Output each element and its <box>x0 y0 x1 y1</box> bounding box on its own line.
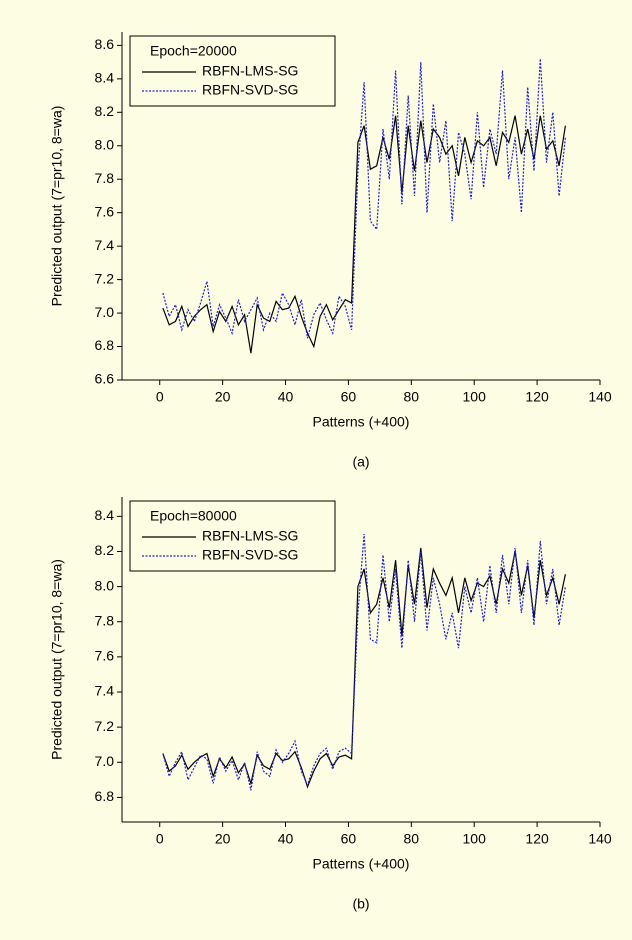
legend-title: Epoch=80000 <box>150 508 237 524</box>
y-axis-label: Predicted output (7=pr10, 8=wa) <box>49 106 65 307</box>
y-tick-label: 8.2 <box>95 542 115 558</box>
y-tick-label: 6.8 <box>95 788 115 804</box>
x-tick-label: 60 <box>341 831 357 847</box>
y-tick-label: 7.6 <box>95 648 115 664</box>
x-tick-label: 20 <box>215 831 231 847</box>
chart: 6.8 7.0 7.2 7.4 7.6 7.8 8.0 8.2 8.4 0 20 40 60 80 100 1… <box>49 497 612 912</box>
series-line <box>162 533 566 791</box>
x-tick-label: 20 <box>215 389 231 405</box>
x-tick-label: 40 <box>278 389 294 405</box>
x-tick-label: 0 <box>156 831 164 847</box>
y-tick-label: 8.4 <box>95 70 115 86</box>
legend-label: RBFN-LMS-SG <box>202 63 298 79</box>
x-tick-label: 140 <box>588 389 612 405</box>
chart: 6.6 6.8 7.0 7.2 7.4 7.6 7.8 8.0 8.2 8.4 8.6 0 20 40 60… <box>49 32 612 470</box>
series-line <box>162 58 566 339</box>
x-tick-label: 80 <box>404 831 420 847</box>
y-axis-label: Predicted output (7=pr10, 8=wa) <box>49 559 65 760</box>
x-tick-label: 120 <box>525 831 549 847</box>
y-tick-label: 8.0 <box>95 577 115 593</box>
y-tick-label: 7.2 <box>95 718 115 734</box>
x-axis-label: Patterns (+400) <box>313 856 410 872</box>
y-tick-label: 7.4 <box>95 237 115 253</box>
y-tick-label: 8.6 <box>95 36 115 52</box>
x-tick-label: 100 <box>463 389 487 405</box>
y-tick-label: 8.2 <box>95 103 115 119</box>
legend-label: RBFN-LMS-SG <box>202 528 298 544</box>
y-tick-label: 8.4 <box>95 507 115 523</box>
legend-label: RBFN-SVD-SG <box>202 547 298 563</box>
y-tick-label: 7.4 <box>95 683 115 699</box>
x-tick-label: 0 <box>156 389 164 405</box>
y-tick-label: 6.8 <box>95 337 115 353</box>
y-tick-label: 7.0 <box>95 753 115 769</box>
y-tick-label: 6.6 <box>95 371 115 387</box>
x-tick-label: 120 <box>525 389 549 405</box>
legend-label: RBFN-SVD-SG <box>202 82 298 98</box>
x-tick-label: 140 <box>588 831 612 847</box>
series-line <box>162 115 566 354</box>
legend-box <box>129 500 336 572</box>
series-line <box>162 547 566 789</box>
y-tick-label: 7.8 <box>95 170 115 186</box>
legend-box <box>129 35 336 107</box>
legend-title: Epoch=20000 <box>150 43 237 59</box>
x-tick-label: 40 <box>278 831 294 847</box>
y-tick-label: 7.6 <box>95 203 115 219</box>
y-tick-label: 8.0 <box>95 136 115 152</box>
x-axis-label: Patterns (+400) <box>313 414 410 430</box>
caption: (b) <box>352 896 369 912</box>
x-tick-label: 80 <box>404 389 420 405</box>
caption: (a) <box>352 454 369 470</box>
y-tick-label: 7.8 <box>95 612 115 628</box>
x-tick-label: 100 <box>463 831 487 847</box>
y-tick-label: 7.0 <box>95 304 115 320</box>
x-tick-label: 60 <box>341 389 357 405</box>
y-tick-label: 7.2 <box>95 270 115 286</box>
